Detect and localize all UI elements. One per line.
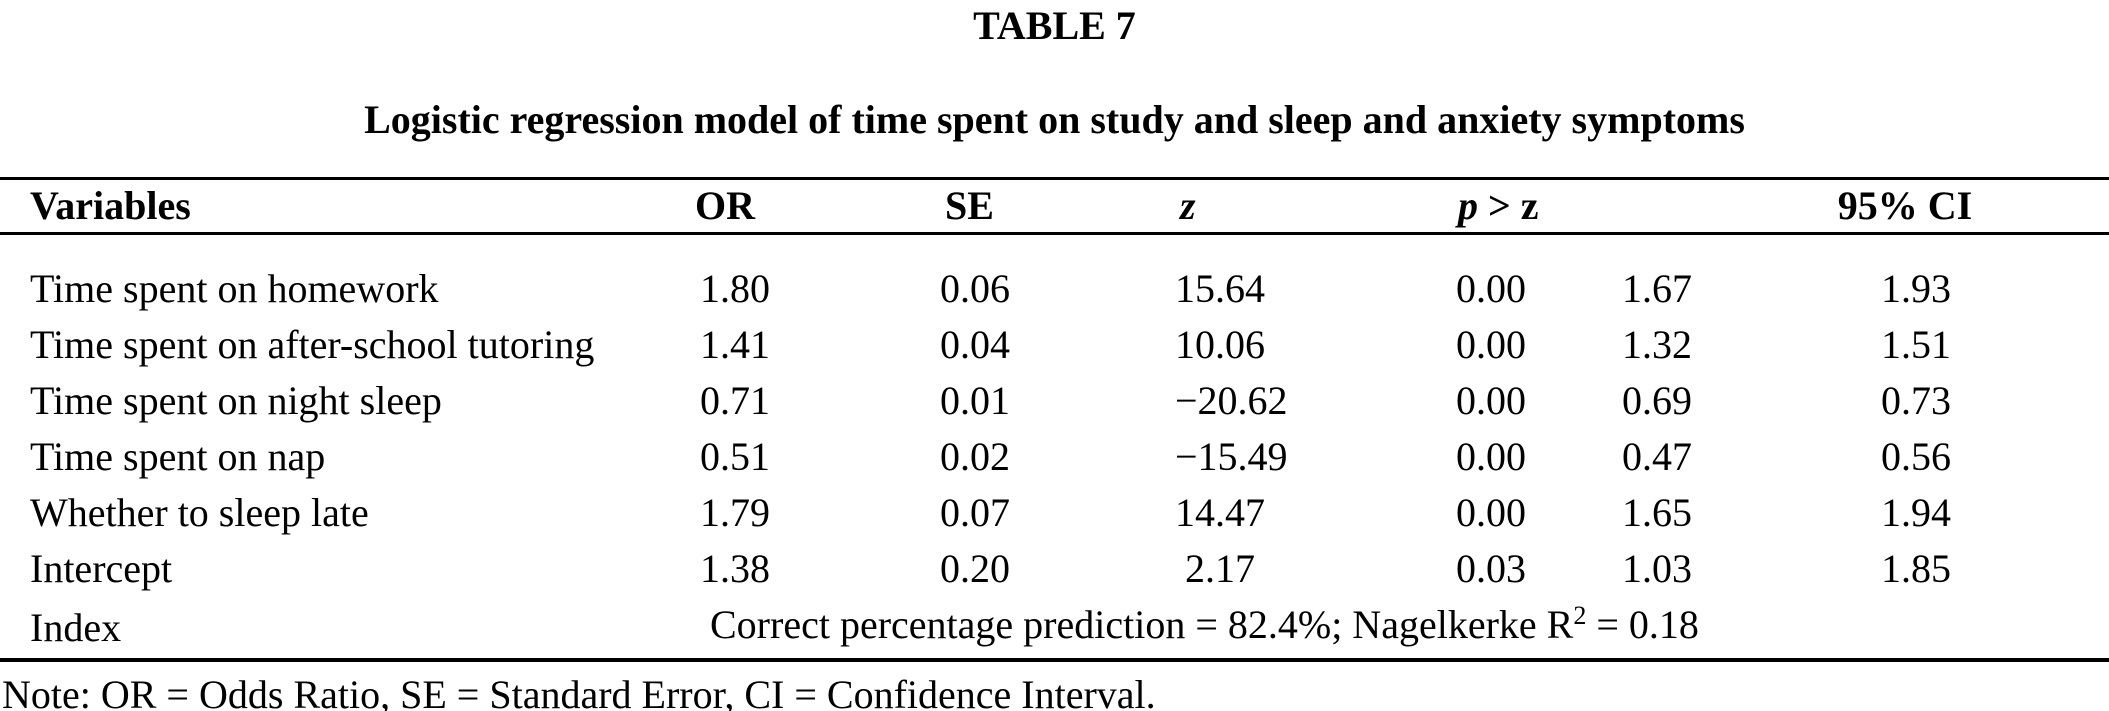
cell-ci-low: 0.47 xyxy=(1622,434,1692,479)
table-row: Time spent on night sleep 0.71 0.01 −20.… xyxy=(0,373,2109,429)
header-se: SE xyxy=(935,177,1175,235)
cell-variable: Time spent on after-school tutoring xyxy=(30,322,595,367)
cell-ci-low: 1.65 xyxy=(1622,490,1692,535)
cell-ci-high: 0.56 xyxy=(1881,434,1952,479)
header-p-gt-z: p > z xyxy=(1430,177,1615,235)
table-title: Logistic regression model of time spent … xyxy=(364,97,1745,142)
cell-variable: Whether to sleep late xyxy=(30,490,369,535)
cell-ci-high: 1.85 xyxy=(1881,546,1952,591)
cell-ci-high: 1.93 xyxy=(1881,266,1952,311)
regression-table: Variables OR SE z p > z 95% CI Time spen… xyxy=(0,177,2109,662)
header-p-suffix: > z xyxy=(1478,183,1539,228)
cell-ci-low: 0.69 xyxy=(1622,378,1692,423)
cell-p: 0.00 xyxy=(1456,322,1526,367)
index-text: Correct percentage prediction = 82.4%; N… xyxy=(710,602,1574,647)
cell-p: 0.00 xyxy=(1456,378,1526,423)
cell-se: 0.07 xyxy=(940,490,1010,535)
table-number-label: TABLE 7 xyxy=(973,3,1136,48)
cell-variable: Time spent on homework xyxy=(30,266,439,311)
header-95-ci: 95% CI xyxy=(1615,177,2109,235)
cell-variable: Intercept xyxy=(30,546,173,591)
cell-ci-low: 1.67 xyxy=(1622,266,1692,311)
cell-or: 1.80 xyxy=(700,266,770,311)
cell-ci-high: 1.94 xyxy=(1881,490,1952,535)
cell-p: 0.00 xyxy=(1456,490,1526,535)
cell-or: 1.79 xyxy=(700,490,770,535)
cell-se: 0.04 xyxy=(940,322,1010,367)
cell-ci-low: 1.03 xyxy=(1622,546,1692,591)
header-or: OR xyxy=(680,177,935,235)
table-row: Time spent on homework 1.80 0.06 15.64 0… xyxy=(0,234,2109,318)
table-row: Time spent on nap 0.51 0.02 −15.49 0.00 … xyxy=(0,429,2109,485)
cell-p: 0.03 xyxy=(1456,546,1526,591)
r-squared-superscript: 2 xyxy=(1573,601,1587,630)
table-row: Intercept 1.38 0.20 2.17 0.03 1.03 1.85 xyxy=(0,541,2109,597)
cell-or: 1.38 xyxy=(700,546,770,591)
cell-ci-high: 0.73 xyxy=(1881,378,1952,423)
header-z: z xyxy=(1175,177,1430,235)
cell-ci-low: 1.32 xyxy=(1622,322,1692,367)
header-variables: Variables xyxy=(0,177,680,235)
cell-se: 0.01 xyxy=(940,378,1010,423)
index-suffix: = 0.18 xyxy=(1586,602,1699,647)
cell-p: 0.00 xyxy=(1456,266,1526,311)
cell-z: 15.64 xyxy=(1175,266,1265,311)
index-label: Index xyxy=(0,597,680,662)
cell-z: 2.17 xyxy=(1185,546,1255,591)
cell-se: 0.20 xyxy=(940,546,1010,591)
cell-or: 1.41 xyxy=(700,322,770,367)
cell-z: −20.62 xyxy=(1175,378,1288,423)
cell-variable: Time spent on nap xyxy=(30,434,326,479)
cell-p: 0.00 xyxy=(1456,434,1526,479)
cell-or: 0.71 xyxy=(700,378,770,423)
cell-z: 10.06 xyxy=(1175,322,1265,367)
table-row: Whether to sleep late 1.79 0.07 14.47 0.… xyxy=(0,485,2109,541)
header-p-symbol: p xyxy=(1458,183,1478,228)
cell-se: 0.06 xyxy=(940,266,1010,311)
cell-z: 14.47 xyxy=(1175,490,1265,535)
header-row: Variables OR SE z p > z 95% CI xyxy=(0,177,2109,235)
table-row: Time spent on after-school tutoring 1.41… xyxy=(0,317,2109,373)
table-footnote: Note: OR = Odds Ratio, SE = Standard Err… xyxy=(2,672,1156,711)
cell-or: 0.51 xyxy=(700,434,770,479)
cell-z: −15.49 xyxy=(1175,434,1288,479)
cell-variable: Time spent on night sleep xyxy=(30,378,442,423)
cell-se: 0.02 xyxy=(940,434,1010,479)
index-summary: Correct percentage prediction = 82.4%; N… xyxy=(680,597,2109,662)
index-row: Index Correct percentage prediction = 82… xyxy=(0,597,2109,662)
table-body: Time spent on homework 1.80 0.06 15.64 0… xyxy=(0,234,2109,662)
table-header: Variables OR SE z p > z 95% CI xyxy=(0,177,2109,235)
cell-ci-high: 1.51 xyxy=(1881,322,1952,367)
